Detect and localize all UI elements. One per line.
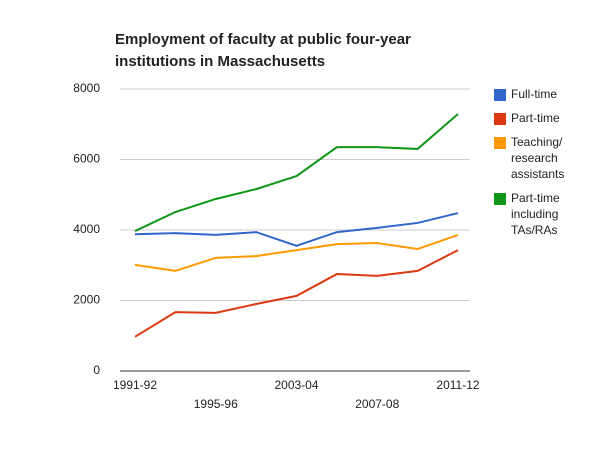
series-line <box>134 212 459 247</box>
y-tick-label: 4000 <box>73 222 100 236</box>
series-line <box>134 249 459 338</box>
legend-label: Full-time <box>511 87 557 101</box>
legend-swatch <box>494 137 506 149</box>
legend-swatch <box>494 113 506 125</box>
x-tick-label: 2007-08 <box>355 397 399 411</box>
y-tick-label: 0 <box>93 363 100 377</box>
y-tick-label: 8000 <box>73 81 100 95</box>
x-tick-label: 1991-92 <box>113 378 157 392</box>
legend-swatch <box>494 89 506 101</box>
x-tick-label: 2003-04 <box>274 378 318 392</box>
y-tick-label: 2000 <box>73 293 100 307</box>
series-line <box>134 233 459 272</box>
series-line <box>134 113 459 232</box>
chart-title: Employment of faculty at public four-yea… <box>115 31 415 70</box>
legend-label: Part-time including TAs/RAs <box>511 191 563 237</box>
legend-swatch <box>494 193 506 205</box>
x-tick-label: 1995-96 <box>194 397 238 411</box>
legend-label: Teaching/ research assistants <box>511 135 566 181</box>
x-tick-label: 2011-12 <box>436 378 479 392</box>
y-tick-label: 6000 <box>73 152 100 166</box>
legend-label: Part-time <box>511 111 560 125</box>
